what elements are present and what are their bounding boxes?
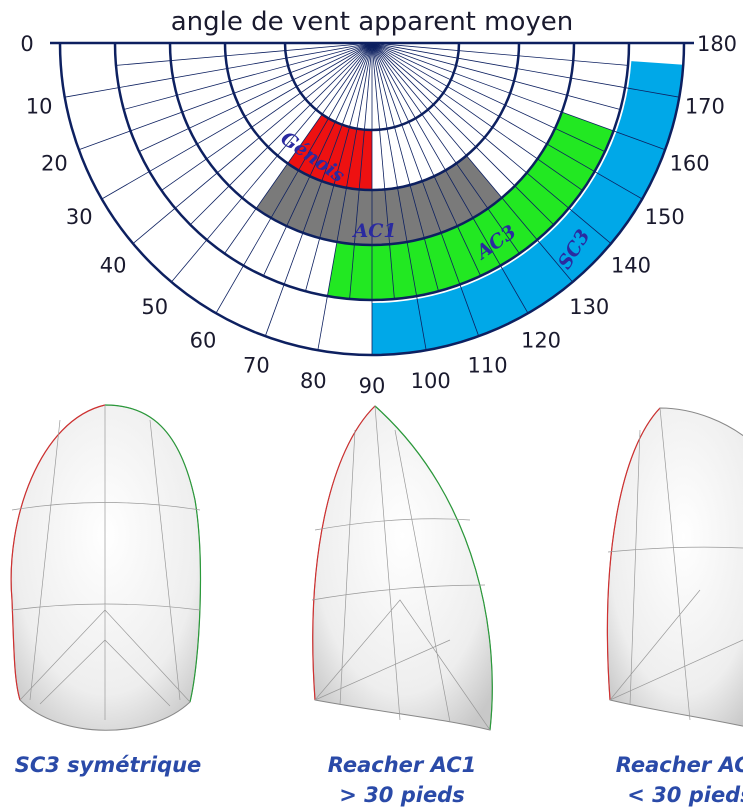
angle-label: 90 [359,374,386,398]
title: angle de vent apparent moyen [171,7,574,37]
spoke [371,42,439,292]
spoke [371,42,573,283]
spoke [115,42,373,66]
angle-label: 40 [100,253,127,277]
angle-label: 80 [300,369,327,393]
angle-label: 30 [66,205,93,229]
angle-label: 20 [41,152,68,176]
spoke [371,42,621,110]
spoke [349,42,373,300]
spoke [64,42,373,98]
spoke [371,42,612,244]
band-area [372,61,684,355]
ring [113,42,631,302]
spoke [263,42,373,277]
sail-caption: Reacher AC1 [616,753,743,777]
spoke [138,42,373,152]
spoke [371,42,629,66]
spoke [371,42,643,200]
spoke [371,42,555,226]
spoke [371,42,427,351]
angle-label: 110 [468,354,508,378]
sail-ac1-small [606,407,743,727]
ring [223,42,521,192]
angle-label: 10 [26,95,53,119]
angle-label: 0 [20,32,33,56]
sail-bands [256,61,684,355]
ring [283,42,461,132]
spoke [371,42,666,151]
band-label: AC1 [351,220,396,242]
spoke [371,42,583,191]
angle-label: 130 [569,295,609,319]
spoke [371,42,481,277]
band-area [256,155,502,246]
spoke [171,42,373,283]
angle-label: 140 [611,253,651,277]
spoke [371,42,529,314]
spoke [371,42,606,152]
angle-label: 50 [141,295,168,319]
band-area [287,114,372,190]
spoke [371,42,520,254]
sail-caption: Reacher AC1 [328,753,476,777]
angle-label: 120 [521,329,561,353]
angle-label: 170 [685,95,725,119]
sail-caption: > 30 pieds [339,783,464,807]
angle-label: 70 [243,354,270,378]
spoke [132,42,373,244]
spoke [101,42,373,200]
spoke [305,42,373,292]
spoke [264,42,373,337]
spoke [215,42,373,314]
spoke [317,42,373,351]
spoke [78,42,373,151]
ring [168,42,576,247]
spoke [371,42,680,98]
angle-label: 60 [190,329,217,353]
angle-label: 180 [697,32,737,56]
angle-label: 100 [411,369,451,393]
sail-ac1-large [311,405,493,731]
spoke [371,42,480,337]
band-area [327,112,614,300]
sail-sc3 [10,404,202,731]
angle-label: 150 [645,205,685,229]
spoke [123,42,373,110]
spoke [224,42,373,254]
angle-label: 160 [670,152,710,176]
ring [58,42,686,357]
sail-caption: < 30 pieds [627,783,743,807]
polar-grid [50,41,694,357]
sail-caption: SC3 symétrique [15,753,202,777]
spoke [161,42,373,191]
spoke [371,42,395,300]
spoke [189,42,373,226]
